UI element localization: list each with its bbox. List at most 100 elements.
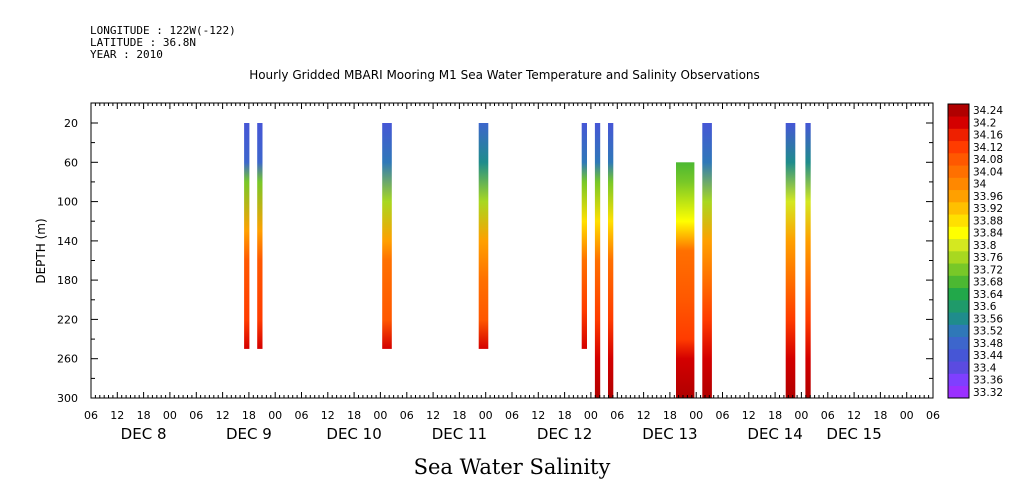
x-tick-label: 06	[716, 409, 730, 422]
colorbar-swatch	[948, 385, 969, 399]
colorbar-label: 34.16	[973, 130, 1003, 142]
colorbar-label: 33.84	[973, 228, 1003, 240]
x-date-label: DEC 14	[747, 425, 802, 443]
salinity-profile	[702, 123, 712, 398]
colorbar-label: 34.04	[973, 166, 1003, 178]
x-tick-label: 06	[84, 409, 98, 422]
colorbar-swatch	[948, 177, 969, 191]
y-tick-label: 180	[57, 274, 78, 287]
y-tick-label: 20	[64, 117, 78, 130]
colorbar-swatch	[948, 312, 969, 325]
y-tick-label: 60	[64, 156, 78, 169]
latitude-label: LATITUDE : 36.8N	[90, 36, 196, 49]
x-tick-label: 00	[163, 409, 177, 422]
x-tick-label: 12	[531, 409, 545, 422]
x-tick-label: 12	[742, 409, 756, 422]
colorbar-swatch	[948, 165, 969, 178]
colorbar-label: 33.76	[973, 252, 1003, 264]
x-tick-label: 12	[216, 409, 230, 422]
y-tick-label: 100	[57, 196, 78, 209]
colorbar-swatch	[948, 202, 969, 215]
x-date-label: DEC 11	[432, 425, 487, 443]
colorbar-label: 34.12	[973, 142, 1003, 154]
x-date-label: DEC 8	[121, 425, 167, 443]
x-tick-label: 06	[400, 409, 414, 422]
x-tick-label: 18	[452, 409, 466, 422]
colorbar-label: 33.88	[973, 215, 1003, 227]
colorbar-label: 33.48	[973, 338, 1003, 350]
salinity-profile	[785, 123, 796, 398]
colorbar-label: 33.52	[973, 326, 1003, 338]
x-tick-label: 18	[347, 409, 361, 422]
colorbar: 33.3233.3633.433.4433.4833.5233.5633.633…	[947, 103, 1003, 399]
x-tick-label: 00	[900, 409, 914, 422]
y-tick-label: 220	[57, 313, 78, 326]
colorbar-label: 34.24	[973, 105, 1003, 117]
x-date-label: DEC 12	[537, 425, 592, 443]
colorbar-swatch	[948, 275, 969, 289]
colorbar-swatch	[948, 153, 969, 166]
colorbar-label: 33.64	[973, 289, 1003, 301]
y-tick-label: 140	[57, 235, 78, 248]
x-date-label: DEC 10	[326, 425, 381, 443]
y-tick-label: 300	[57, 392, 78, 405]
colorbar-swatch	[948, 140, 969, 154]
colorbar-label: 33.6	[973, 301, 997, 313]
x-tick-label: 00	[373, 409, 387, 422]
x-tick-label: 06	[610, 409, 624, 422]
colorbar-label: 33.56	[973, 313, 1003, 325]
colorbar-label: 33.68	[973, 277, 1003, 289]
colorbar-swatch	[948, 116, 969, 129]
colorbar-label: 34.08	[973, 154, 1003, 166]
salinity-profile	[382, 123, 392, 349]
x-tick-label: 00	[584, 409, 598, 422]
colorbar-label: 33.72	[973, 264, 1003, 276]
y-axis: 20 60 100 140 180 220 260 300	[57, 117, 933, 405]
colorbar-swatch	[948, 251, 969, 264]
x-tick-label: 06	[295, 409, 309, 422]
y-axis-label: DEPTH (m)	[34, 218, 48, 283]
x-tick-label: 00	[794, 409, 808, 422]
salinity-profile	[676, 162, 695, 398]
salinity-profile	[581, 123, 587, 349]
colorbar-label: 33.8	[973, 240, 996, 252]
x-date-label: DEC 9	[226, 425, 272, 443]
x-tick-label: 00	[268, 409, 282, 422]
salinity-profile	[478, 123, 489, 349]
x-tick-label: 12	[847, 409, 861, 422]
longitude-label: LONGITUDE : 122W(-122)	[90, 24, 236, 37]
x-tick-label: 06	[926, 409, 940, 422]
x-tick-label: 18	[873, 409, 887, 422]
colorbar-swatch	[948, 263, 969, 276]
colorbar-label: 33.92	[973, 203, 1003, 215]
year-label: YEAR : 2010	[90, 48, 163, 61]
x-tick-label: 00	[689, 409, 703, 422]
colorbar-swatch	[948, 349, 969, 362]
x-tick-label: 18	[768, 409, 782, 422]
x-tick-label: 06	[821, 409, 835, 422]
colorbar-label: 33.96	[973, 191, 1003, 203]
colorbar-swatch	[948, 373, 969, 387]
x-date-label: DEC 15	[826, 425, 881, 443]
colorbar-swatch	[948, 324, 969, 338]
colorbar-swatch	[948, 287, 969, 301]
x-tick-label: 12	[426, 409, 440, 422]
colorbar-swatch	[948, 238, 969, 252]
x-tick-label: 12	[637, 409, 651, 422]
colorbar-label: 33.44	[973, 350, 1003, 362]
x-tick-label: 18	[558, 409, 572, 422]
x-date-label: DEC 13	[642, 425, 697, 443]
colorbar-swatch	[948, 336, 969, 350]
colorbar-label: 34	[973, 179, 987, 191]
colorbar-swatch	[948, 214, 969, 227]
salinity-profile	[608, 123, 614, 398]
x-axis-label: Sea Water Salinity	[413, 455, 611, 479]
salinity-profile	[805, 123, 811, 398]
y-tick-label: 260	[57, 353, 78, 366]
x-tick-label: 06	[189, 409, 203, 422]
x-tick-label: 00	[479, 409, 493, 422]
salinity-profile	[257, 123, 263, 349]
x-tick-label: 06	[505, 409, 519, 422]
x-tick-label: 18	[137, 409, 151, 422]
